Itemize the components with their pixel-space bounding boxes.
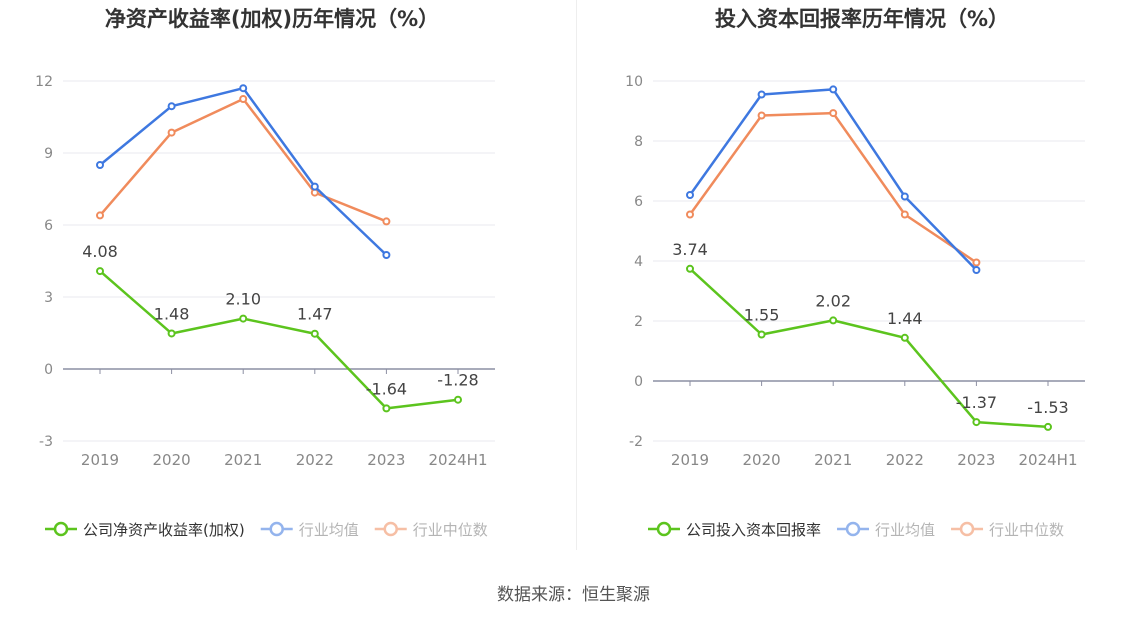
data-label: 2.10 (225, 290, 261, 309)
y-tick-label: 0 (634, 374, 643, 390)
legend-item-median: 行业中位数 (951, 521, 1064, 539)
y-tick-label: 9 (44, 146, 53, 162)
legend-marker (959, 521, 975, 537)
legend-label: 公司投入资本回报率 (686, 521, 821, 539)
x-tick-label: 2020 (743, 451, 781, 469)
data-point-avg (382, 251, 391, 259)
data-label: 1.55 (744, 306, 780, 325)
data-point-company (686, 264, 694, 273)
x-tick-label: 2024H1 (429, 451, 488, 469)
x-tick-label: 2024H1 (1019, 451, 1078, 469)
chart-title: 投入资本回报率历年情况（%） (715, 7, 1009, 31)
legend-label: 行业均值 (299, 521, 359, 539)
data-point-company (310, 329, 319, 338)
x-tick-label: 2019 (81, 451, 119, 469)
y-tick-label: 4 (634, 254, 643, 270)
y-tick-label: -3 (39, 434, 53, 450)
data-label: 1.47 (297, 305, 333, 324)
legend-marker (383, 521, 398, 537)
data-label: 1.44 (887, 309, 923, 328)
data-point-median (96, 211, 104, 220)
data-point-company (1044, 422, 1052, 431)
series-line-median (99, 97, 387, 223)
x-tick-label: 2023 (367, 451, 405, 469)
data-label: 3.74 (672, 240, 708, 259)
legend-label: 公司净资产收益率(加权) (83, 521, 245, 539)
data-label: -1.53 (1027, 398, 1068, 417)
x-tick-label: 2019 (671, 451, 709, 469)
y-tick-label: 6 (44, 218, 53, 234)
legend: 公司投入资本回报率 行业均值 行业中位数 (648, 521, 1064, 539)
data-label: 1.48 (154, 304, 190, 323)
legend-marker (845, 521, 861, 537)
y-tick-label: 2 (634, 314, 643, 330)
y-tick-label: 0 (44, 362, 53, 378)
series-line-company (99, 270, 459, 410)
legend-label: 行业均值 (875, 521, 935, 539)
data-point-median (972, 258, 981, 267)
data-point-company (96, 267, 104, 276)
y-tick-label: 10 (625, 74, 643, 90)
legend-marker (53, 521, 69, 537)
legend-item-avg: 行业均值 (260, 521, 359, 539)
data-point-avg (900, 192, 909, 201)
data-point-avg (829, 85, 838, 94)
x-tick-label: 2022 (886, 451, 924, 469)
chart-2: 投入资本回报率历年情况（%） -2 0 2 4 6 8 10 2019 2020 2021 2022 2… (625, 7, 1085, 539)
data-point-company (972, 418, 981, 427)
data-point-median (686, 210, 694, 219)
data-point-median (167, 128, 176, 137)
data-source-label: 数据来源：恒生聚源 (497, 585, 650, 605)
data-point-company (382, 404, 391, 413)
data-point-company (757, 330, 766, 339)
legend-label: 行业中位数 (413, 521, 488, 539)
data-point-avg (310, 182, 319, 191)
data-point-median (239, 95, 248, 103)
y-tick-label: 8 (634, 134, 643, 150)
legend-item-median: 行业中位数 (374, 521, 488, 539)
data-point-median (382, 217, 391, 226)
data-label: 4.08 (82, 242, 118, 261)
legend-item-avg: 行业均值 (837, 521, 935, 539)
chart-1: 净资产收益率(加权)历年情况（%） -3 0 3 6 9 12 2019 2020 2021 202… (35, 7, 495, 539)
series-line-avg (99, 86, 388, 256)
data-point-avg (167, 102, 176, 111)
data-point-company (454, 395, 462, 404)
data-point-avg (757, 90, 766, 99)
data-point-avg (686, 191, 694, 199)
data-point-median (900, 210, 909, 219)
data-label: -1.64 (366, 379, 407, 398)
legend: 公司净资产收益率(加权) 行业均值 行业中位数 (45, 521, 488, 539)
legend-marker (656, 521, 672, 537)
x-tick-label: 2021 (224, 451, 262, 469)
chart-title: 净资产收益率(加权)历年情况（%） (105, 7, 439, 31)
data-label: -1.28 (437, 371, 478, 390)
x-tick-label: 2021 (814, 451, 852, 469)
data-point-company (167, 329, 176, 338)
y-tick-label: -2 (629, 434, 643, 450)
data-point-company (239, 314, 248, 323)
data-label: 2.02 (815, 291, 851, 310)
data-point-avg (96, 161, 104, 169)
y-tick-label: 3 (44, 290, 53, 306)
x-tick-label: 2020 (153, 451, 191, 469)
legend-item-company: 公司净资产收益率(加权) (45, 521, 245, 539)
data-point-company (900, 333, 909, 342)
data-point-avg (239, 84, 248, 93)
data-point-avg (972, 266, 981, 274)
data-point-company (829, 316, 838, 325)
data-point-median (829, 109, 838, 118)
legend-marker (269, 521, 284, 537)
legend-item-company: 公司投入资本回报率 (648, 521, 821, 539)
x-tick-label: 2022 (296, 451, 334, 469)
y-tick-label: 12 (35, 74, 53, 90)
data-point-median (757, 111, 766, 120)
series-line-company (689, 267, 1049, 429)
data-label: -1.37 (956, 393, 997, 412)
legend-label: 行业中位数 (989, 521, 1064, 539)
y-tick-label: 6 (634, 194, 643, 210)
x-tick-label: 2023 (957, 451, 995, 469)
chart-divider (576, 0, 577, 550)
